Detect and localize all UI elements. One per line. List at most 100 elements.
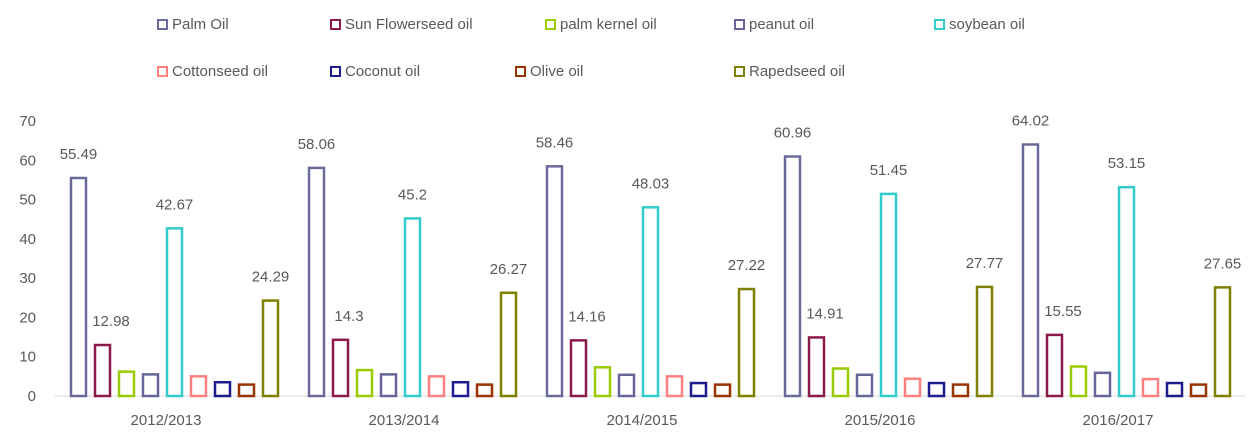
- legend-swatch: [330, 19, 341, 30]
- y-tick-label: 0: [28, 388, 36, 405]
- bar: [69, 176, 88, 398]
- legend-item: Sun Flowerseed oil: [330, 16, 473, 33]
- data-label: 14.91: [806, 305, 844, 322]
- legend-item: Olive oil: [515, 63, 583, 80]
- data-label: 53.15: [1108, 155, 1146, 172]
- x-tick-label: 2016/2017: [1083, 412, 1154, 429]
- data-label: 60.96: [774, 125, 812, 142]
- data-label: 14.3: [334, 308, 363, 325]
- y-tick-label: 40: [19, 231, 36, 248]
- data-label: 51.45: [870, 162, 908, 179]
- bar: [713, 383, 732, 398]
- bar: [213, 381, 232, 398]
- legend-swatch: [515, 66, 526, 77]
- bar: [1189, 383, 1208, 398]
- legend-item: Cottonseed oil: [157, 63, 268, 80]
- bar: [427, 375, 446, 398]
- legend-label: Coconut oil: [345, 63, 421, 80]
- bar: [855, 373, 874, 398]
- legend-item: Palm Oil: [157, 16, 229, 33]
- bar: [451, 381, 470, 398]
- bar: [665, 375, 684, 398]
- x-tick-label: 2015/2016: [845, 412, 916, 429]
- y-tick-label: 70: [19, 113, 36, 130]
- bar: [165, 227, 184, 398]
- legend-item: soybean oil: [934, 16, 1025, 33]
- bar: [569, 339, 588, 398]
- x-tick-label: 2013/2014: [369, 412, 440, 429]
- y-tick-label: 10: [19, 349, 36, 366]
- bar: [593, 366, 612, 398]
- data-label: 45.2: [398, 186, 427, 203]
- data-label: 26.27: [490, 261, 528, 278]
- bar: [1021, 143, 1040, 398]
- data-label: 27.22: [728, 257, 766, 274]
- bar: [783, 155, 802, 398]
- bar: [379, 373, 398, 398]
- bar: [545, 165, 564, 398]
- x-tick-label: 2012/2013: [131, 412, 202, 429]
- bar: [1141, 377, 1160, 398]
- bar: [117, 370, 136, 398]
- data-label: 48.03: [632, 175, 670, 192]
- bar: [927, 381, 946, 398]
- bar: [737, 287, 756, 398]
- y-tick-label: 30: [19, 270, 36, 287]
- data-label: 58.46: [536, 134, 574, 151]
- data-label: 15.55: [1044, 303, 1082, 320]
- legend-swatch: [734, 19, 745, 30]
- legend-label: palm kernel oil: [560, 16, 657, 33]
- data-label: 55.49: [60, 146, 98, 163]
- legend-label: peanut oil: [749, 16, 815, 33]
- bar: [237, 383, 256, 398]
- bar: [1093, 371, 1112, 398]
- legend-item: Coconut oil: [330, 63, 420, 80]
- bar: [807, 336, 826, 398]
- bar: [879, 192, 898, 398]
- bar: [1165, 381, 1184, 398]
- legend-item: peanut oil: [734, 16, 814, 33]
- legend-label: Sun Flowerseed oil: [345, 16, 473, 33]
- y-tick-label: 60: [19, 152, 36, 169]
- legend-swatch: [545, 19, 556, 30]
- legend-label: Rapedseed oil: [749, 63, 845, 80]
- bar: [1117, 185, 1136, 398]
- legend-label: soybean oil: [949, 16, 1025, 33]
- bar: [1045, 333, 1064, 398]
- bar: [641, 206, 660, 398]
- legend-swatch: [330, 66, 341, 77]
- data-label: 12.98: [92, 313, 130, 330]
- bar: [475, 383, 494, 398]
- bar: [331, 338, 350, 398]
- bar: [831, 367, 850, 398]
- bar: [355, 368, 374, 398]
- data-label: 58.06: [298, 136, 336, 153]
- legend-label: Cottonseed oil: [172, 63, 268, 80]
- bar: [189, 375, 208, 398]
- bar: [975, 285, 994, 398]
- bar: [307, 166, 326, 398]
- data-label: 14.16: [568, 308, 606, 325]
- bar: [93, 343, 112, 398]
- bar: [903, 377, 922, 398]
- bar: [951, 383, 970, 398]
- bar: [403, 217, 422, 398]
- y-tick-label: 50: [19, 192, 36, 209]
- y-tick-label: 20: [19, 309, 36, 326]
- bar: [499, 291, 518, 398]
- legend-label: Olive oil: [530, 63, 584, 80]
- data-label: 24.29: [252, 269, 290, 286]
- bar: [689, 381, 708, 398]
- legend: Palm Oil Sun Flowerseed oil palm kernel oi…: [0, 0, 1252, 90]
- bar: [1213, 286, 1232, 398]
- bar: [261, 299, 280, 398]
- data-label: 42.67: [156, 196, 194, 213]
- legend-swatch: [157, 66, 168, 77]
- data-label: 27.65: [1204, 255, 1242, 272]
- legend-item: Rapedseed oil: [734, 63, 845, 80]
- data-label: 27.77: [966, 255, 1004, 272]
- bar: [617, 373, 636, 398]
- bar: [141, 373, 160, 398]
- legend-swatch: [934, 19, 945, 30]
